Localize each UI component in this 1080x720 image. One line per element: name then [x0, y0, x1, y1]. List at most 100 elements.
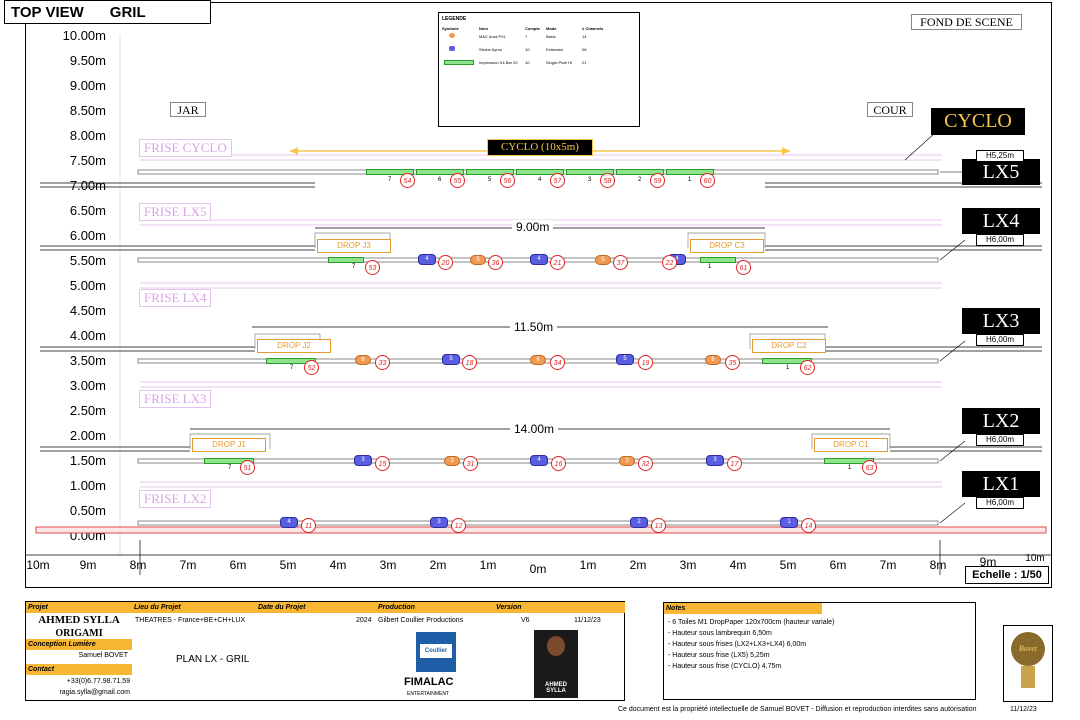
fixture-number: 17: [727, 456, 742, 471]
strobe-fixture: 3: [706, 455, 724, 466]
drop-j3: DROP J3: [317, 239, 391, 253]
notes-title: Notes: [664, 603, 822, 614]
fixture-count: 1: [786, 365, 790, 371]
legend-channels: 06: [582, 47, 587, 52]
strobe-fixture: 1: [780, 517, 798, 528]
bulb-icon: [1011, 632, 1045, 666]
y-tick: 6.00m: [69, 228, 106, 243]
fixture-number: 59: [650, 173, 665, 188]
ledbar-legend-icon: [444, 60, 474, 65]
fixture-number: 53: [365, 260, 380, 275]
frise-lx2: FRISE LX2: [139, 490, 212, 508]
led-bar-fixture: [700, 257, 736, 263]
note-line: - 6 Toiles M1 DropPaper 120x700cm (haute…: [668, 619, 835, 626]
strobe-fixture: 3: [354, 455, 372, 466]
fixture-number: 22: [662, 255, 677, 270]
width-lx4: 9.00m: [512, 220, 554, 234]
x-tick: 10m: [1025, 553, 1045, 564]
x-tick: 3m: [379, 558, 397, 572]
fixture-count: 7: [388, 177, 392, 183]
legend-count: 10: [525, 47, 530, 52]
fixture-number: 52: [304, 360, 319, 375]
frise-lx4: FRISE LX4: [139, 289, 212, 307]
fixture-number: 54: [400, 173, 415, 188]
fixture-number: 34: [550, 355, 565, 370]
x-tick: 7m: [879, 558, 897, 572]
led-bar-fixture: [204, 458, 254, 464]
lx1-label: LX1: [962, 471, 1040, 497]
led-bar-fixture: [516, 169, 564, 175]
strobe-fixture: 4: [530, 455, 548, 466]
y-tick: 7.00m: [69, 178, 106, 193]
lx4-label: LX4: [962, 208, 1040, 234]
poster-title: AHMED SYLLA: [545, 682, 567, 694]
fixture-count: 3: [588, 177, 592, 183]
entertainment-label: ENTERTAINMENT: [407, 691, 450, 697]
fixture-count: 6: [438, 177, 442, 183]
strobe-fixture: 4: [530, 254, 548, 265]
legend-name: Strobe Ayron: [479, 47, 503, 52]
fixture-number: 58: [600, 173, 615, 188]
drop-j1: DROP J1: [192, 438, 266, 452]
title-block: Projet Lieu du Projet Date du Projet Pro…: [25, 601, 625, 701]
led-bar-fixture: [328, 257, 364, 263]
fixture-count: 5: [488, 177, 492, 183]
notes-panel: Notes - 6 Toiles M1 DropPaper 120x700cm …: [663, 602, 976, 700]
x-tick: 5m: [779, 558, 797, 572]
wash-legend-icon: [449, 33, 455, 38]
fixture-number: 33: [375, 355, 390, 370]
lx3-label: LX3: [962, 308, 1040, 334]
fixture-number: 15: [375, 456, 390, 471]
fixture-number: 31: [463, 456, 478, 471]
fixture-count: 1: [708, 264, 712, 270]
jar-label: JAR: [170, 102, 206, 117]
fixture-number: 57: [550, 173, 565, 188]
date: 11/12/23: [574, 617, 601, 624]
y-tick: 9.50m: [69, 53, 106, 68]
view-label: TOP VIEW: [11, 4, 84, 21]
fixture-number: 18: [462, 355, 477, 370]
legend-mode: Single-Pixel HI: [546, 60, 573, 65]
led-bar-fixture: [416, 169, 464, 175]
y-tick: 8.00m: [69, 128, 106, 143]
lx4-height: H6,00m: [976, 234, 1024, 246]
label-date: Date du Projet: [256, 602, 376, 613]
drop-c1: DROP C1: [814, 438, 888, 452]
fixture-number: 55: [450, 173, 465, 188]
show-name: ORIGAMI: [55, 628, 103, 639]
led-bar-fixture: [566, 169, 614, 175]
y-tick: 10.00m: [62, 28, 106, 43]
y-tick: 2.50m: [69, 403, 106, 418]
cyclo-size: CYCLO (10x5m): [487, 139, 593, 156]
x-tick: 4m: [729, 558, 747, 572]
fixture-number: 12: [451, 518, 466, 533]
fixture-number: 51: [240, 460, 255, 475]
production-logo: Coullier Prod: [416, 632, 456, 672]
fixture-count: 7: [228, 465, 232, 471]
copyright-footer: Ce document est la propriété intellectue…: [618, 706, 977, 713]
scale-label: Echelle : 1/50: [965, 566, 1049, 584]
contact-phone: +33(0)6.77.98.71.59: [66, 678, 130, 685]
frise-cyclo: FRISE CYCLO: [139, 139, 232, 157]
venue: THEATRES - France+BE+CH+LUX: [135, 617, 246, 624]
lx5-height: H5,25m: [976, 150, 1024, 162]
legend-header: Nom: [479, 26, 488, 31]
x-tick: 1m: [479, 558, 497, 572]
fixture-number: 20: [438, 255, 453, 270]
strobe-legend-icon: [449, 46, 455, 51]
lx2-label: LX2: [962, 408, 1040, 434]
y-tick: 4.00m: [69, 328, 106, 343]
fixture-count: 2: [638, 177, 642, 183]
legend: LEGENDE Symbole Nom Compte Mode # Channe…: [438, 12, 640, 127]
x-tick: 7m: [179, 558, 197, 572]
legend-mode: Extended: [546, 47, 563, 52]
footer-date: 11/12/23: [1010, 706, 1037, 713]
y-tick: 0.50m: [69, 503, 106, 518]
legend-header: Compte: [525, 26, 540, 31]
lx1-height: H6,00m: [976, 497, 1024, 509]
legend-header: # Channels: [582, 26, 604, 31]
y-tick: 5.00m: [69, 278, 106, 293]
wash-fixture: 6: [705, 355, 721, 365]
wash-fixture: 6: [530, 355, 546, 365]
fixture-number: 60: [700, 173, 715, 188]
